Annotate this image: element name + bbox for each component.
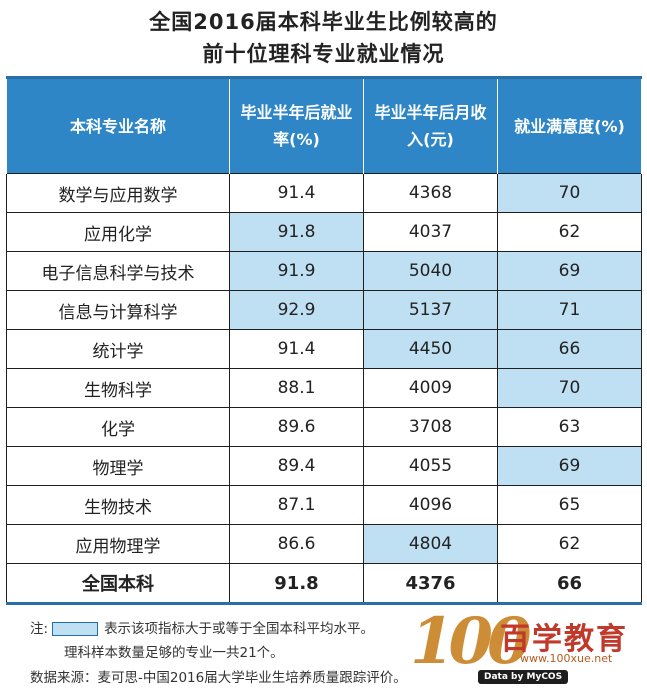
table-row: 生物科学 88.1 4009 70 — [6, 368, 642, 408]
sample-note: 理科样本数量足够的专业一共21个。 — [64, 645, 284, 661]
cell-satisfaction: 69 — [497, 446, 642, 486]
cell-satisfaction: 70 — [497, 368, 642, 408]
logo-brand: 百学教育 — [500, 622, 628, 657]
table-total-row: 全国本科 91.8 4376 66 — [6, 563, 642, 605]
employment-table: 本科专业名称 毕业半年后就业率(%) 毕业半年后月收入(元) 就业满意度(%) … — [6, 76, 642, 605]
header-satisfaction: 就业满意度(%) — [497, 77, 642, 174]
cell-income: 5137 — [363, 290, 498, 330]
header-employment-rate: 毕业半年后就业率(%) — [229, 77, 364, 174]
source-note: 数据来源：麦可思-中国2016届大学毕业生培养质量跟踪评价。 — [30, 670, 407, 686]
cell-satisfaction: 70 — [497, 173, 642, 213]
cell-satisfaction: 69 — [497, 251, 642, 291]
cell-rate: 91.9 — [229, 251, 364, 291]
chart-title-line1: 全国2016届本科毕业生比例较高的 — [149, 10, 498, 34]
table-row: 物理学 89.4 4055 69 — [6, 446, 642, 486]
cell-income: 4450 — [363, 329, 498, 369]
table-row: 化学 89.6 3708 63 — [6, 407, 642, 447]
cell-income: 4037 — [363, 212, 498, 252]
cell-satisfaction: 63 — [497, 407, 642, 447]
cell-rate: 91.8 — [229, 212, 364, 252]
table-row: 应用化学 91.8 4037 62 — [6, 212, 642, 252]
logo-site: www.100xue.net — [520, 652, 613, 665]
cell-income: 3708 — [363, 407, 498, 447]
cell-satisfaction: 62 — [497, 524, 642, 564]
cell-rate: 91.4 — [229, 173, 364, 213]
cell-income: 4096 — [363, 485, 498, 525]
cell-income: 4009 — [363, 368, 498, 408]
cell-major: 全国本科 — [6, 563, 230, 605]
legend-note: 注: 表示该项指标大于或等于全国本科平均水平。 — [30, 617, 374, 637]
cell-major: 统计学 — [6, 329, 230, 369]
table-row: 数学与应用数学 91.4 4368 70 — [6, 173, 642, 213]
cell-income: 4804 — [363, 524, 498, 564]
cell-major: 化学 — [6, 407, 230, 447]
table-row: 信息与计算科学 92.9 5137 71 — [6, 290, 642, 330]
chart-title-line2: 前十位理科专业就业情况 — [202, 42, 445, 66]
data-source-badge: Data by MyCOS — [478, 670, 569, 684]
table-row: 统计学 91.4 4450 66 — [6, 329, 642, 369]
cell-satisfaction: 62 — [497, 212, 642, 252]
cell-satisfaction: 71 — [497, 290, 642, 330]
cell-rate: 89.6 — [229, 407, 364, 447]
cell-rate: 91.8 — [229, 563, 364, 605]
legend-text: 表示该项指标大于或等于全国本科平均水平。 — [104, 621, 375, 637]
cell-major: 电子信息科学与技术 — [6, 251, 230, 291]
header-major: 本科专业名称 — [6, 77, 230, 174]
legend-swatch — [52, 622, 99, 636]
header-monthly-income: 毕业半年后月收入(元) — [363, 77, 498, 174]
cell-satisfaction: 66 — [497, 563, 642, 605]
cell-major: 生物技术 — [6, 485, 230, 525]
watermark-logo: 100 百学教育 www.100xue.net Data by MyCOS — [400, 602, 640, 692]
cell-income: 4368 — [363, 173, 498, 213]
table-row: 应用物理学 86.6 4804 62 — [6, 524, 642, 564]
table-row: 生物技术 87.1 4096 65 — [6, 485, 642, 525]
cell-income: 4055 — [363, 446, 498, 486]
note-label: 注: — [30, 621, 49, 637]
cell-satisfaction: 66 — [497, 329, 642, 369]
table-row: 电子信息科学与技术 91.9 5040 69 — [6, 251, 642, 291]
cell-major: 生物科学 — [6, 368, 230, 408]
cell-income: 4376 — [363, 563, 498, 605]
cell-rate: 88.1 — [229, 368, 364, 408]
cell-satisfaction: 65 — [497, 485, 642, 525]
cell-rate: 86.6 — [229, 524, 364, 564]
cell-major: 应用化学 — [6, 212, 230, 252]
cell-major: 物理学 — [6, 446, 230, 486]
cell-major: 信息与计算科学 — [6, 290, 230, 330]
cell-rate: 92.9 — [229, 290, 364, 330]
cell-rate: 91.4 — [229, 329, 364, 369]
cell-income: 5040 — [363, 251, 498, 291]
cell-major: 应用物理学 — [6, 524, 230, 564]
cell-rate: 87.1 — [229, 485, 364, 525]
cell-major: 数学与应用数学 — [6, 173, 230, 213]
logo-number: 100 — [410, 604, 532, 679]
table-header-row: 本科专业名称 毕业半年后就业率(%) 毕业半年后月收入(元) 就业满意度(%) — [6, 77, 642, 174]
cell-rate: 89.4 — [229, 446, 364, 486]
